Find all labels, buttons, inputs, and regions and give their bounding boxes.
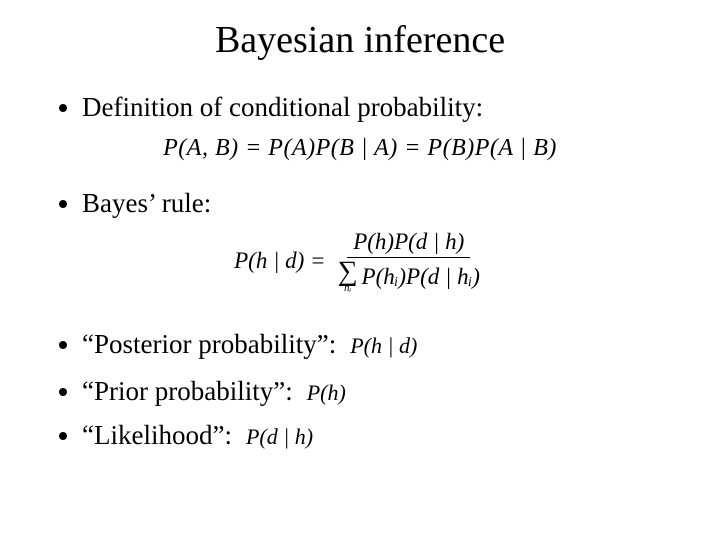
bullet-text: “Likelihood”: <box>82 418 232 453</box>
bullet-likelihood: “Likelihood”: P(d | h) <box>82 418 672 453</box>
bullet-text: Definition of conditional probability: <box>82 92 483 122</box>
bayes-denominator: ∑ hᵢ P(hᵢ)P(d | hᵢ) <box>332 258 486 293</box>
slide-container: Bayesian inference Definition of conditi… <box>0 0 720 540</box>
math-posterior: P(h | d) <box>350 332 417 361</box>
fraction: P(h)P(d | h) ∑ hᵢ P(hᵢ)P(d | hᵢ) <box>332 229 486 293</box>
formula-bayes: P(h | d) = P(h)P(d | h) ∑ hᵢ P(hᵢ)P(d | … <box>234 229 486 293</box>
row-posterior: “Posterior probability”: P(h | d) <box>82 327 672 362</box>
math-likelihood: P(d | h) <box>246 423 313 452</box>
bullet-text: Bayes’ rule: <box>82 188 211 218</box>
math-prior: P(h) <box>307 379 346 408</box>
formula-bayes-wrap: P(h | d) = P(h)P(d | h) ∑ hᵢ P(hᵢ)P(d | … <box>48 229 672 293</box>
bayes-lhs: P(h | d) = <box>234 248 325 274</box>
bullet-prior: “Prior probability”: P(h) <box>82 374 672 409</box>
slide-title: Bayesian inference <box>48 18 672 62</box>
bullet-posterior: “Posterior probability”: P(h | d) <box>82 327 672 362</box>
sigma-sub: hᵢ <box>344 284 351 293</box>
bullet-text: “Posterior probability”: <box>82 327 336 362</box>
row-likelihood: “Likelihood”: P(d | h) <box>82 418 672 453</box>
bayes-den-expr: P(hᵢ)P(d | hᵢ) <box>362 264 480 290</box>
sigma-icon: ∑ hᵢ <box>338 260 358 293</box>
bullet-list-2: Bayes’ rule: <box>48 186 672 221</box>
bullet-list: Definition of conditional probability: <box>48 90 672 125</box>
bullet-bayes-rule: Bayes’ rule: <box>82 186 672 221</box>
bullet-list-3: “Posterior probability”: P(h | d) “Prior… <box>48 327 672 452</box>
sigma-symbol: ∑ <box>338 260 358 284</box>
bullet-text: “Prior probability”: <box>82 374 293 409</box>
row-prior: “Prior probability”: P(h) <box>82 374 672 409</box>
bullet-definition: Definition of conditional probability: <box>82 90 672 125</box>
bayes-numerator: P(h)P(d | h) <box>347 229 470 258</box>
formula-conditional: P(A, B) = P(A)P(B | A) = P(B)P(A | B) <box>48 135 672 162</box>
